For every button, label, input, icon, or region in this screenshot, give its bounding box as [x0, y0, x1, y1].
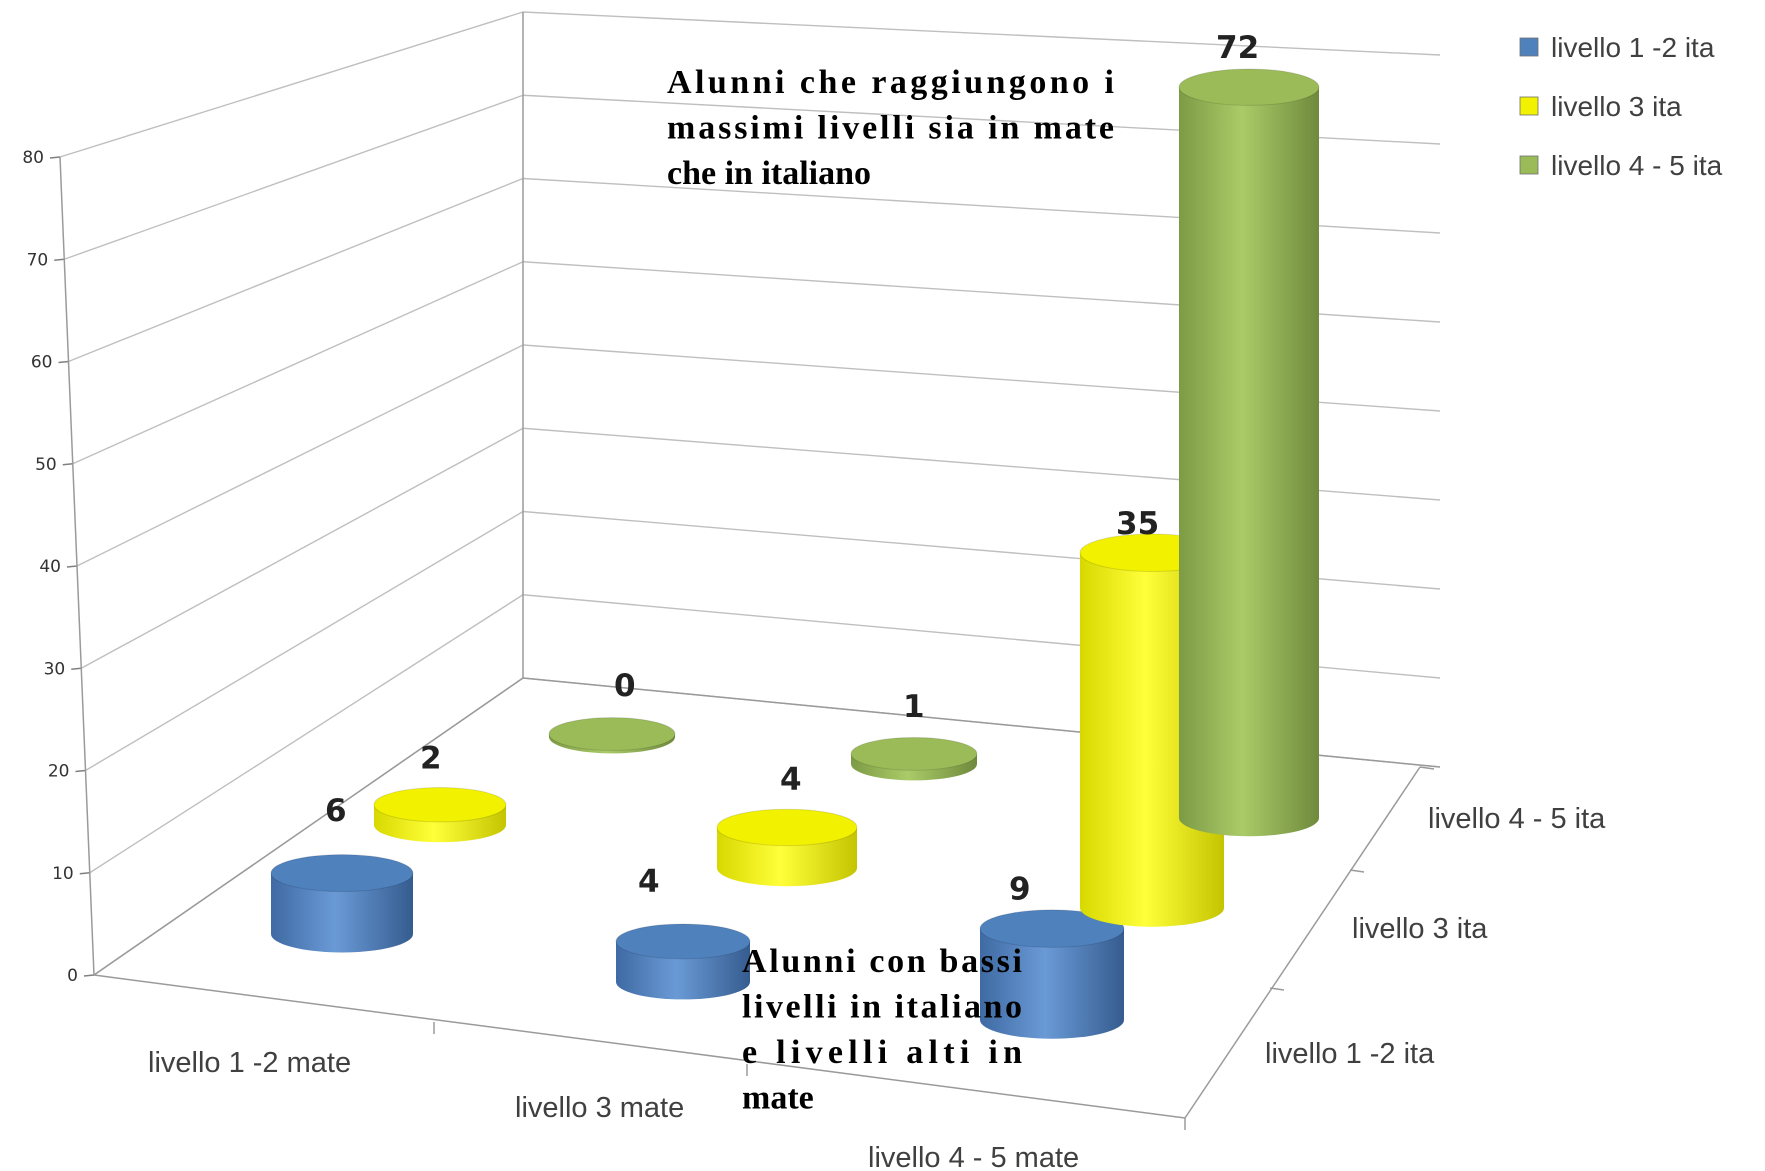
gridline-left: [80, 427, 524, 669]
data-label: 4: [780, 761, 802, 797]
axis-line: [59, 156, 95, 976]
data-label: 0: [614, 668, 636, 704]
data-label: 6: [325, 793, 347, 829]
y-tick-label: 80: [22, 148, 44, 168]
depth-category-label: livello 4 - 5 ita: [1428, 803, 1606, 835]
legend-label: livello 3 ita: [1551, 91, 1682, 122]
gridline-left: [72, 261, 524, 465]
cylinder-bar: [1178, 68, 1320, 837]
cylinder-bar: [850, 736, 978, 781]
z-tick-mark: [1419, 766, 1435, 770]
data-label: 1: [903, 689, 925, 725]
annotation-line: Alunni che raggiungono i: [667, 64, 1114, 101]
data-label: 4: [638, 863, 660, 899]
gridline-left: [68, 177, 524, 363]
cylinders: [270, 68, 1320, 1039]
annotation-line: mate: [742, 1080, 814, 1117]
cylinder-top: [979, 909, 1125, 948]
cylinder-bar: [373, 787, 507, 843]
data-label: 9: [1009, 872, 1031, 908]
y-tick-mark: [49, 156, 61, 159]
gridline-left: [59, 11, 524, 158]
y-tick-label: 30: [44, 659, 66, 679]
y-tick-mark: [71, 667, 82, 670]
depth-category-label: livello 1 -2 ita: [1265, 1038, 1435, 1070]
z-tick-mark: [1269, 987, 1285, 991]
legend-swatch: [1519, 37, 1539, 57]
cylinder-top: [270, 854, 414, 893]
axis-line: [1184, 766, 1421, 1119]
gridline-left: [85, 510, 524, 772]
legend-swatch: [1519, 155, 1539, 175]
y-tick-mark: [79, 872, 90, 875]
axis-line: [93, 974, 1186, 1119]
cylinder-top: [373, 787, 507, 823]
y-tick-label: 50: [35, 455, 57, 475]
data-labels: 6 4 9 2 4 35 0 1 72: [325, 30, 1259, 907]
annotation-line: che in italiano: [667, 155, 871, 192]
annotation-line: Alunni con bassi: [742, 943, 1022, 980]
y-tick-label: 70: [27, 250, 49, 270]
y-tick-mark: [66, 565, 78, 568]
gridline-back: [522, 11, 1441, 56]
cylinder-top: [850, 736, 978, 771]
y-tick-mark: [83, 974, 95, 977]
cylinder-body: [271, 873, 413, 953]
y-tick-label: 40: [39, 557, 61, 577]
cylinder-top: [615, 923, 751, 960]
annotation-line: e livelli alti in: [742, 1034, 1022, 1071]
cylinder-bar: [615, 923, 751, 1000]
legend-swatch: [1519, 96, 1539, 116]
legend-label: livello 4 - 5 ita: [1551, 150, 1723, 181]
legend-label: livello 1 -2 ita: [1551, 32, 1715, 63]
y-tick-label: 0: [67, 966, 78, 986]
cylinder-bar: [979, 909, 1125, 1039]
y-tick-label: 10: [52, 864, 74, 884]
depth-category-label: livello 3 ita: [1352, 913, 1488, 945]
x-category-label: livello 1 -2 mate: [148, 1047, 351, 1079]
legend: livello 1 -2 ita livello 3 ita livello 4 -…: [1519, 32, 1723, 181]
axis-line: [93, 677, 524, 976]
cylinder-top: [548, 717, 676, 751]
cylinder-top: [716, 808, 858, 847]
y-tick-mark: [58, 360, 69, 364]
x-category-label: livello 4 - 5 mate: [868, 1142, 1079, 1171]
cylinder-bar: [548, 717, 676, 754]
y-tick-mark: [62, 463, 73, 466]
cylinder-top: [1178, 68, 1320, 106]
data-label: 35: [1116, 506, 1159, 542]
z-tick-mark: [1349, 869, 1365, 873]
y-tick-label: 20: [48, 762, 70, 782]
x-category-label: livello 3 mate: [515, 1092, 684, 1124]
y-tick-label: 60: [31, 353, 53, 373]
y-tick-mark: [54, 258, 65, 261]
gridline-left: [76, 344, 524, 567]
gridline-left: [89, 594, 524, 874]
cylinder-bar: [716, 808, 858, 887]
gridline-left: [64, 94, 524, 260]
data-label: 72: [1216, 30, 1259, 66]
y-tick-mark: [75, 769, 86, 773]
cylinder-body: [1179, 87, 1319, 837]
data-label: 2: [420, 741, 442, 777]
cylinder-bar: [270, 854, 414, 953]
cylinder-body: [980, 928, 1124, 1039]
annotation-line: livelli in italiano: [742, 989, 1022, 1026]
